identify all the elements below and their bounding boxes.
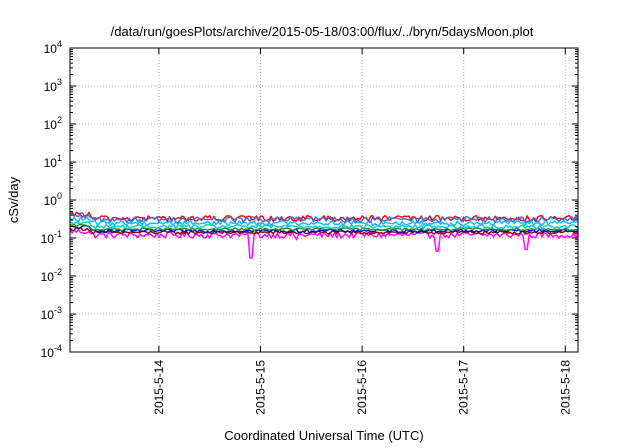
y-tick-label: 10-4 (41, 343, 62, 360)
series-line (69, 228, 579, 259)
x-tick-label: 2015-5-16 (355, 360, 369, 415)
x-tick-label: 2015-5-14 (152, 360, 166, 415)
x-tick-label: 2015-5-18 (558, 360, 572, 415)
y-tick-label: 10-2 (41, 267, 62, 284)
y-tick-label: 102 (44, 115, 62, 132)
y-tick-label: 100 (44, 191, 62, 208)
series-line (69, 212, 579, 224)
series-line (69, 226, 579, 235)
y-axis-label: cSv/day (6, 176, 21, 223)
y-tick-label: 104 (44, 39, 62, 56)
series-line (69, 224, 579, 234)
series-line (69, 223, 579, 232)
y-tick-label: 10-3 (41, 305, 62, 322)
series-group (69, 211, 579, 259)
x-axis-label: Coordinated Universal Time (UTC) (224, 428, 423, 443)
chart-title: /data/run/goesPlots/archive/2015-05-18/0… (111, 24, 534, 39)
y-tick-label: 10-1 (41, 229, 62, 246)
x-tick-label: 2015-5-17 (457, 360, 471, 415)
x-tick-label: 2015-5-15 (254, 360, 268, 415)
x-axis: 2015-5-14 2015-5-15 2015-5-16 2015-5-17 2015… (152, 48, 572, 415)
grid (70, 48, 578, 352)
y-tick-label: 101 (44, 153, 62, 170)
y-axis: 10-4 10-3 10-2 10-1 100 101 102 103 104 (41, 39, 578, 360)
series-line (69, 216, 579, 227)
y-tick-label: 103 (44, 77, 62, 94)
plot-frame (69, 47, 579, 353)
